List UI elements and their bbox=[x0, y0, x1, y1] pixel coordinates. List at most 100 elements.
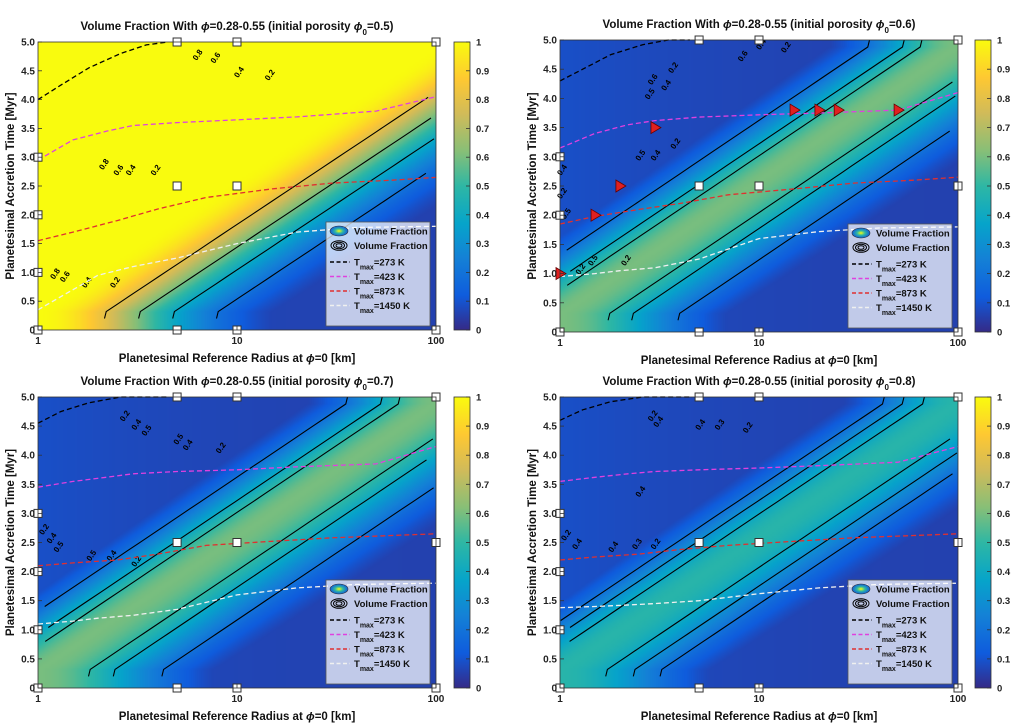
filled-contour-icon bbox=[329, 225, 349, 237]
colorbar-tick-label: 0.1 bbox=[476, 654, 490, 665]
line-contour-icon bbox=[852, 598, 870, 609]
y-tick-label: 1.0 bbox=[543, 625, 557, 636]
y-tick-label: 1.5 bbox=[21, 239, 35, 250]
legend-label: Tmax=873 K bbox=[876, 645, 927, 659]
contour-line-0.3-right bbox=[632, 452, 958, 677]
colorbar: 0 0.1 0.2 0.3 0.4 0.5 0.6 0.7 0.8 0.9 1 bbox=[453, 393, 490, 695]
y-tick-label: 3.5 bbox=[543, 123, 557, 134]
contour-line-0.5-right bbox=[607, 81, 953, 321]
chart-panel-3: 0.20.40.50.5 0.4 0.20.20.40.50.50.4 0.200.5… bbox=[5, 376, 490, 723]
square-marker bbox=[754, 538, 764, 547]
y-tick-label: 0 bbox=[29, 684, 35, 695]
colorbar-tick-label: 1 bbox=[997, 36, 1003, 47]
contour-line-0.2-right bbox=[677, 130, 951, 321]
x-tick-label: 100 bbox=[950, 694, 967, 705]
y-tick-label: 1.5 bbox=[543, 596, 557, 607]
line-contour-icon bbox=[855, 243, 867, 252]
x-tick-label: 100 bbox=[950, 338, 967, 349]
legend-label: Tmax=873 K bbox=[876, 289, 927, 303]
line-contour-icon bbox=[852, 242, 870, 253]
chart-panel-2: 0.20.40.50.50.20.20.5 0.40.20.50.6 0.40.20… bbox=[527, 19, 1011, 367]
colorbar-tick-label: 0.3 bbox=[476, 239, 489, 250]
legend-box bbox=[325, 221, 431, 327]
y-tick-label: 4.0 bbox=[21, 95, 35, 106]
colorbar-tick-label: 0.7 bbox=[997, 480, 1010, 491]
colorbar-tick-label: 0.6 bbox=[997, 509, 1010, 520]
contour-line-0.4-left bbox=[569, 39, 905, 272]
y-tick-label: 4.0 bbox=[21, 451, 35, 462]
y-axis-label: Planetesimal Accretion Time [Myr] bbox=[527, 449, 539, 636]
legend-label: Volume Fraction bbox=[354, 599, 428, 610]
y-tick-label: 5.0 bbox=[21, 393, 35, 404]
colorbar-tick-label: 0.2 bbox=[476, 268, 489, 279]
colorbar-tick-label: 0.1 bbox=[997, 298, 1011, 309]
y-axis-label: Planetesimal Accretion Time [Myr] bbox=[527, 92, 539, 279]
colorbar: 0 0.1 0.2 0.3 0.4 0.5 0.6 0.7 0.8 0.9 1 bbox=[453, 38, 490, 337]
y-tick-label: 0.5 bbox=[21, 297, 35, 308]
triangle-marker bbox=[615, 179, 627, 193]
legend: Volume Fraction Volume Fraction Tmax=273 K… bbox=[325, 221, 431, 327]
y-tick-label: 1.5 bbox=[543, 240, 557, 251]
line-contour-icon bbox=[855, 599, 867, 608]
line-contour-icon bbox=[857, 245, 865, 250]
colorbar-tick-label: 0.4 bbox=[476, 567, 490, 578]
colorbar-tick-label: 0.5 bbox=[476, 538, 490, 549]
y-tick-label: 3.5 bbox=[21, 124, 35, 135]
contour-line-0.5-right bbox=[87, 438, 434, 677]
legend-label: Tmax=1450 K bbox=[354, 659, 410, 673]
y-tick-label: 2.0 bbox=[543, 567, 557, 578]
x-tick-label: 100 bbox=[428, 336, 445, 347]
y-tick-label: 1.5 bbox=[21, 596, 35, 607]
x-tick-label: 100 bbox=[428, 694, 445, 705]
x-tick-label: 10 bbox=[753, 694, 765, 705]
isotherm-1450k bbox=[37, 582, 437, 625]
isotherm-423k bbox=[37, 445, 437, 488]
legend-label: Tmax=423 K bbox=[354, 272, 405, 286]
filled-contour-icon bbox=[851, 583, 871, 595]
y-tick-label: 2.5 bbox=[21, 182, 35, 193]
legend-label: Tmax=873 K bbox=[354, 645, 405, 659]
y-tick-label: 0 bbox=[551, 684, 557, 695]
legend-label: Tmax=873 K bbox=[354, 287, 405, 301]
square-marker bbox=[172, 538, 182, 547]
square-marker bbox=[172, 181, 182, 191]
line-contour-icon bbox=[330, 598, 348, 609]
x-tick-label: 1 bbox=[35, 336, 41, 347]
line-contour-icon bbox=[335, 243, 343, 248]
y-tick-label: 4.0 bbox=[543, 94, 557, 105]
legend-label: Volume Fraction bbox=[876, 599, 950, 610]
legend-label: Tmax=423 K bbox=[354, 630, 405, 644]
y-axis-label: Planetesimal Accretion Time [Myr] bbox=[5, 449, 17, 636]
chart-title: Volume Fraction With ϕ=0.28-0.55 (initia… bbox=[81, 21, 394, 37]
square-marker bbox=[694, 538, 704, 547]
isotherm-873k bbox=[559, 176, 959, 225]
y-axis-label: Planetesimal Accretion Time [Myr] bbox=[5, 92, 17, 279]
y-tick-label: 0.5 bbox=[543, 654, 557, 665]
contour-line-0.4-left bbox=[47, 396, 383, 628]
y-tick-label: 3.0 bbox=[543, 509, 557, 520]
isotherm-423k bbox=[559, 91, 959, 149]
colorbar-tick-label: 0 bbox=[476, 684, 481, 695]
isotherm-873k bbox=[559, 533, 959, 561]
contour-line-0.2-right bbox=[215, 172, 427, 319]
triangle-marker bbox=[650, 120, 662, 135]
x-axis-label: Planetesimal Reference Radius at ϕ=0 [km… bbox=[119, 711, 356, 723]
triangle-marker bbox=[789, 103, 801, 117]
y-tick-label: 2.5 bbox=[21, 538, 35, 549]
y-tick-label: 4.5 bbox=[543, 422, 557, 433]
square-marker bbox=[754, 181, 764, 191]
colorbar-tick-label: 0.8 bbox=[476, 451, 489, 462]
legend-label: Tmax=1450 K bbox=[876, 303, 932, 317]
y-tick-label: 2.0 bbox=[21, 567, 35, 578]
legend-box bbox=[325, 579, 431, 685]
colorbar-tick-label: 0.9 bbox=[997, 422, 1010, 433]
contour-line-0.2-right bbox=[161, 487, 434, 677]
triangle-marker bbox=[833, 103, 845, 117]
colorbar-tick-label: 0.6 bbox=[476, 509, 489, 520]
legend-label: Tmax=1450 K bbox=[354, 301, 410, 315]
y-tick-label: 4.5 bbox=[543, 65, 557, 76]
triangle-marker bbox=[893, 103, 905, 117]
isotherm-1450k bbox=[559, 226, 959, 278]
colorbar-tick-label: 0.3 bbox=[997, 240, 1010, 251]
